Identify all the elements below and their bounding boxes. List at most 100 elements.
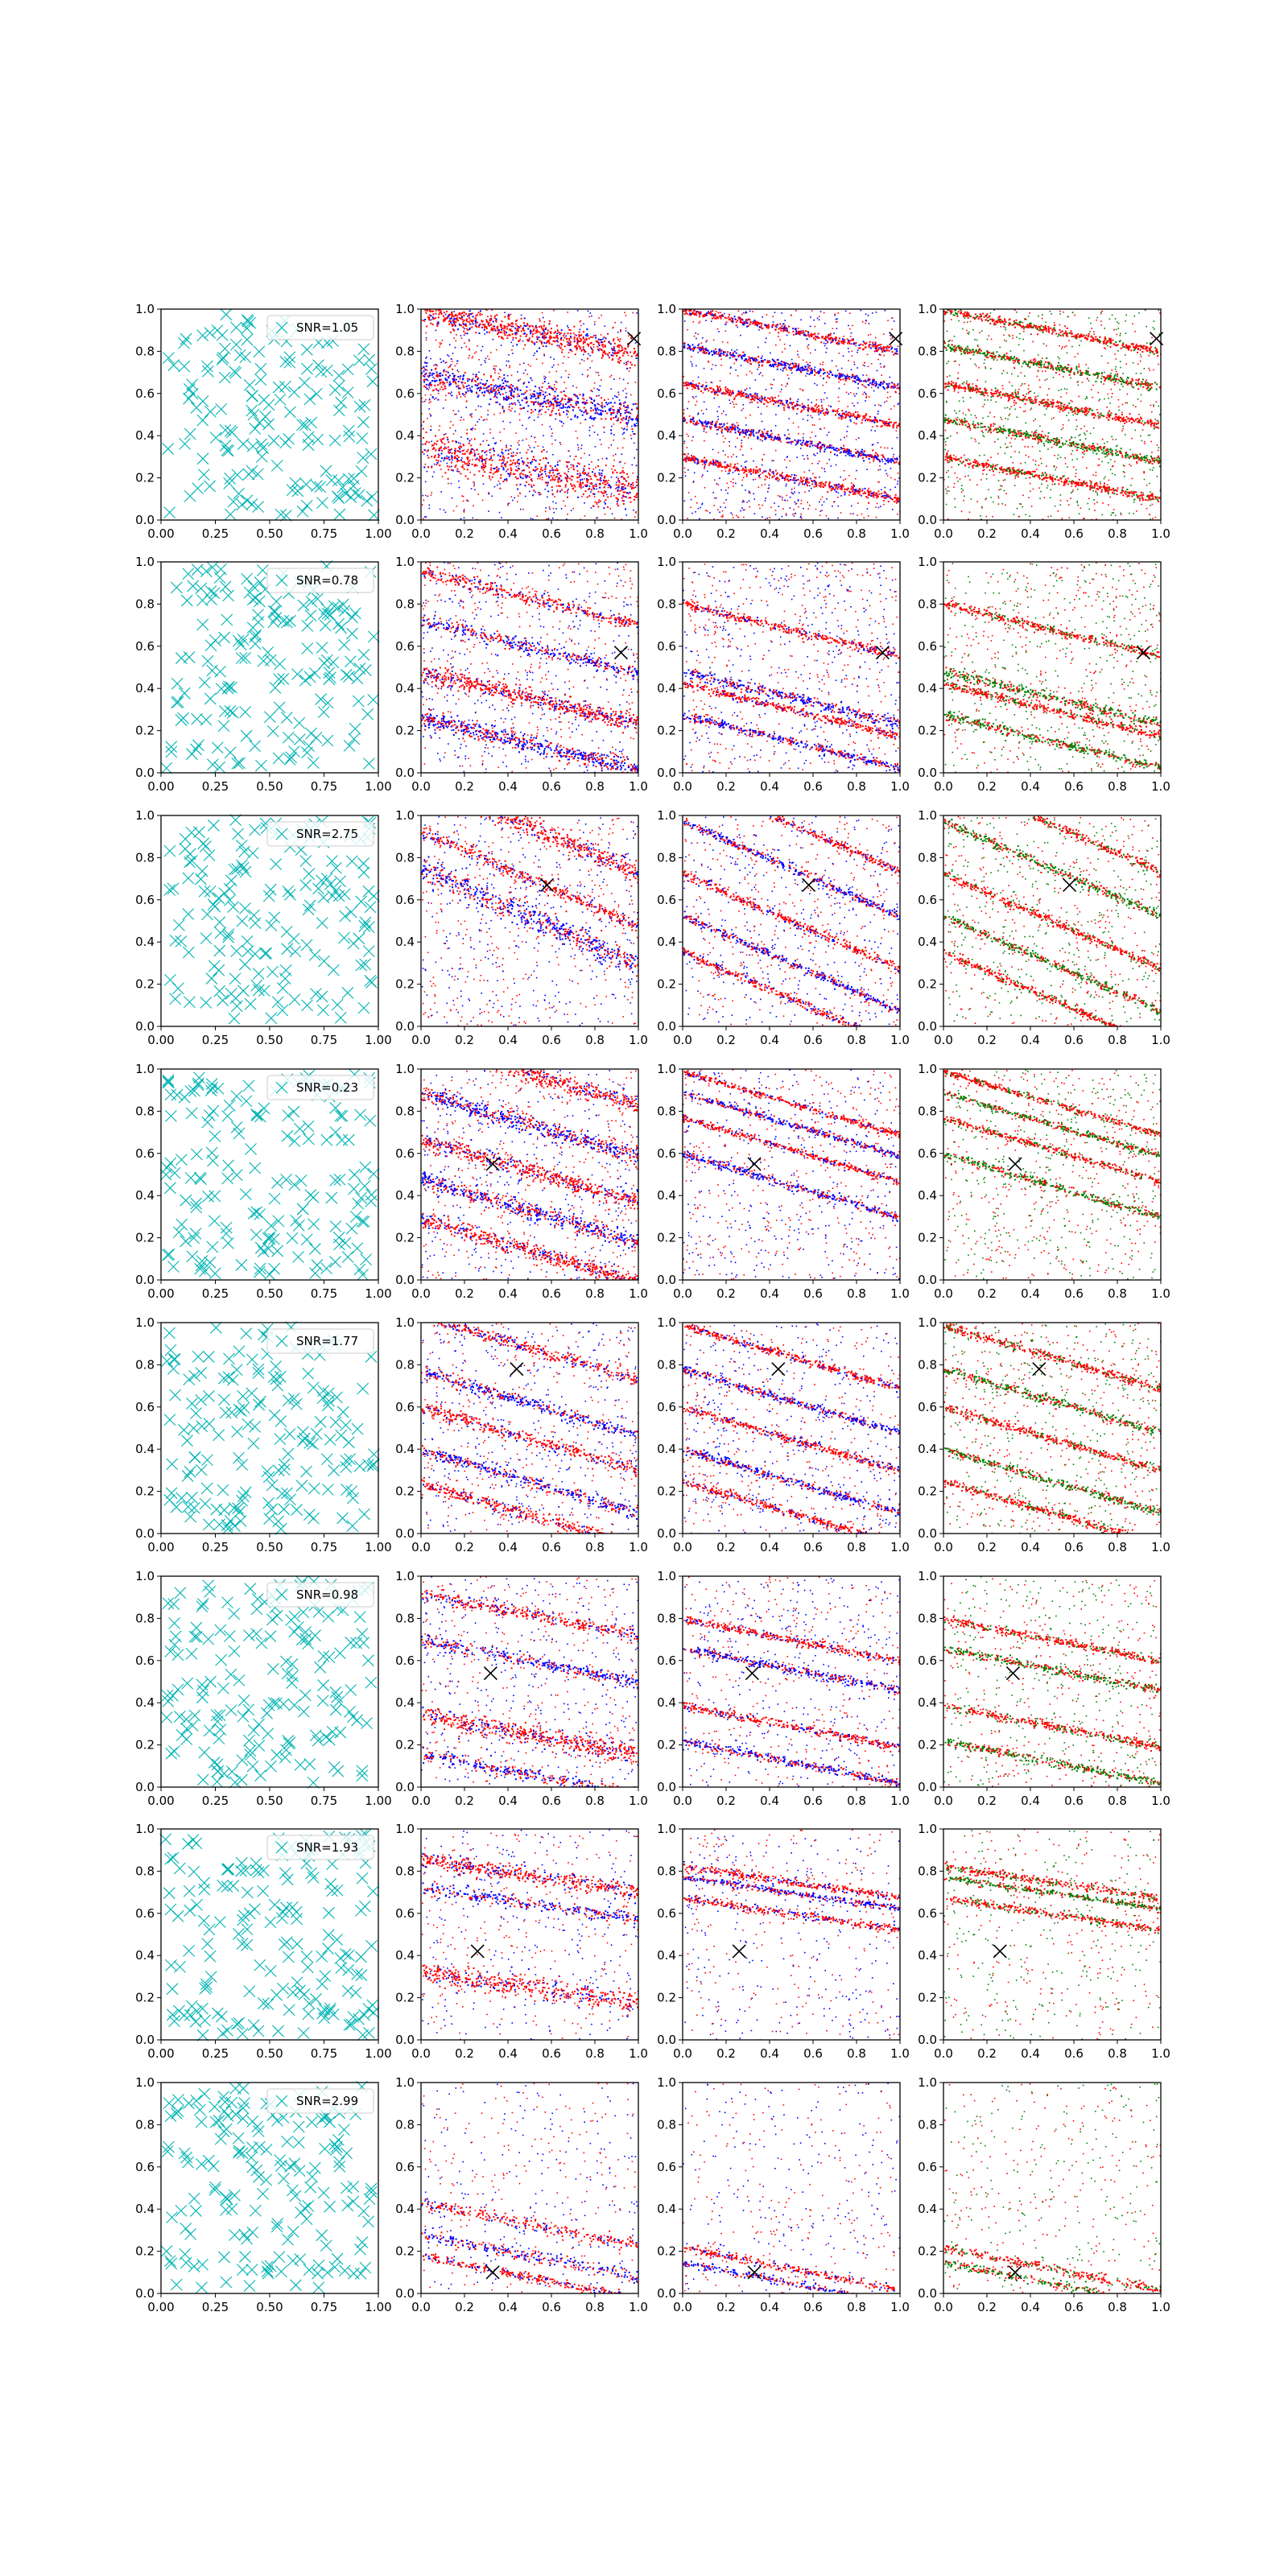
x-marker	[174, 1587, 187, 1600]
x-marker	[208, 587, 221, 600]
x-marker	[332, 890, 345, 902]
y-tick-label: 0.0	[918, 1780, 937, 1794]
x-tick-label: 0.8	[585, 1033, 605, 1047]
y-tick-label: 0.4	[657, 1695, 676, 1710]
x-marker	[200, 713, 213, 726]
band-points	[944, 1704, 1161, 1752]
x-marker	[265, 1220, 278, 1232]
x-marker	[178, 360, 191, 373]
x-marker	[186, 378, 198, 391]
cross-marker	[470, 1944, 485, 1959]
x-marker	[205, 972, 218, 985]
x-marker	[228, 1645, 241, 1657]
x-marker	[188, 1422, 200, 1435]
x-marker	[203, 849, 216, 861]
x-marker	[326, 1885, 339, 1897]
cross-marker	[771, 1362, 786, 1377]
y-tick-label: 0.2	[657, 1231, 676, 1245]
x-marker	[261, 2265, 274, 2278]
x-marker	[254, 1769, 267, 1781]
x-marker	[250, 1857, 262, 1870]
y-tick-label: 0.2	[135, 1484, 155, 1499]
x-marker	[309, 1629, 321, 1642]
scatter-points	[683, 1323, 900, 1534]
x-tick-label: 0.00	[147, 2300, 174, 2314]
x-marker	[357, 1637, 370, 1649]
x-marker	[310, 1427, 323, 1440]
x-marker	[297, 1606, 310, 1619]
x-marker	[351, 1422, 364, 1435]
panel-r6-c4: 0.0 0.2 0.4 0.6 0.8 1.00.00.20.40.60.81.0	[918, 1569, 1170, 1808]
x-tick-label: 0.2	[977, 1794, 997, 1808]
x-marker	[329, 1686, 342, 1699]
x-marker	[277, 1905, 290, 1918]
x-tick-label: 1.0	[890, 779, 910, 794]
x-marker	[241, 1923, 254, 1936]
band-points	[683, 910, 900, 1013]
x-marker	[245, 2151, 258, 2164]
x-marker	[206, 1241, 219, 1253]
x-marker	[235, 1259, 248, 1271]
x-marker	[361, 494, 374, 507]
legend-marker	[275, 1335, 288, 1348]
x-marker	[253, 345, 266, 358]
x-marker	[279, 1867, 291, 1880]
x-marker	[222, 931, 234, 943]
cross-marker	[483, 1666, 497, 1681]
x-marker	[249, 423, 262, 435]
x-tick-label: 0.25	[202, 779, 229, 794]
x-tick-label: 0.50	[256, 526, 283, 541]
y-tick-label: 0.2	[395, 471, 415, 485]
y-tick-label: 0.6	[918, 386, 937, 401]
band-points	[480, 815, 638, 887]
x-marker	[255, 1637, 268, 1649]
x-marker	[245, 1142, 257, 1155]
x-marker	[269, 682, 282, 694]
x-marker	[183, 2097, 195, 2110]
background-points	[421, 1323, 638, 1534]
x-marker	[213, 1732, 225, 1745]
x-marker	[179, 437, 191, 450]
x-tick-label: 0.2	[716, 1033, 736, 1047]
x-marker	[237, 438, 250, 450]
x-marker	[188, 1451, 201, 1463]
x-marker	[240, 1327, 253, 1340]
x-marker	[188, 1709, 201, 1722]
x-marker	[362, 921, 375, 934]
x-marker	[321, 607, 334, 620]
x-marker	[178, 2147, 191, 2160]
x-marker	[254, 1110, 266, 1123]
x-marker	[279, 1751, 291, 1764]
x-marker	[272, 381, 285, 394]
band-points	[683, 1070, 900, 1139]
x-marker	[282, 2233, 294, 2246]
x-marker	[215, 683, 228, 696]
x-marker	[230, 1000, 243, 1013]
band-points	[944, 2244, 1161, 2293]
x-marker	[321, 696, 334, 709]
x-tick-label: 0.0	[673, 2300, 692, 2314]
x-tick-label: 0.50	[256, 1540, 283, 1554]
x-marker	[302, 2008, 315, 2021]
y-tick-label: 1.0	[135, 1822, 155, 1836]
x-marker	[167, 359, 180, 372]
panel-r7-c4: 0.0 0.2 0.4 0.6 0.8 1.00.00.20.40.60.81.0	[918, 1822, 1170, 2061]
x-marker	[307, 1872, 320, 1884]
background-points	[421, 1069, 638, 1280]
x-marker	[257, 1885, 270, 1897]
x-marker	[277, 1983, 289, 1995]
x-marker	[274, 1433, 287, 1446]
x-marker	[163, 884, 176, 896]
x-marker	[163, 352, 175, 365]
y-tick-label: 0.4	[135, 681, 155, 696]
x-marker	[204, 1971, 217, 1983]
panel-r5-c3: 0.0 0.2 0.4 0.6 0.8 1.00.00.20.40.60.81.0	[657, 1315, 910, 1554]
x-tick-label: 1.0	[1151, 779, 1170, 794]
x-marker	[169, 934, 182, 947]
cross-marker	[747, 2265, 762, 2280]
x-marker	[236, 2147, 249, 2160]
y-tick-label: 0.0	[657, 2286, 676, 2301]
x-tick-label: 0.75	[311, 779, 337, 794]
x-tick-label: 0.2	[455, 1794, 474, 1808]
y-tick-label: 0.2	[395, 1484, 415, 1499]
